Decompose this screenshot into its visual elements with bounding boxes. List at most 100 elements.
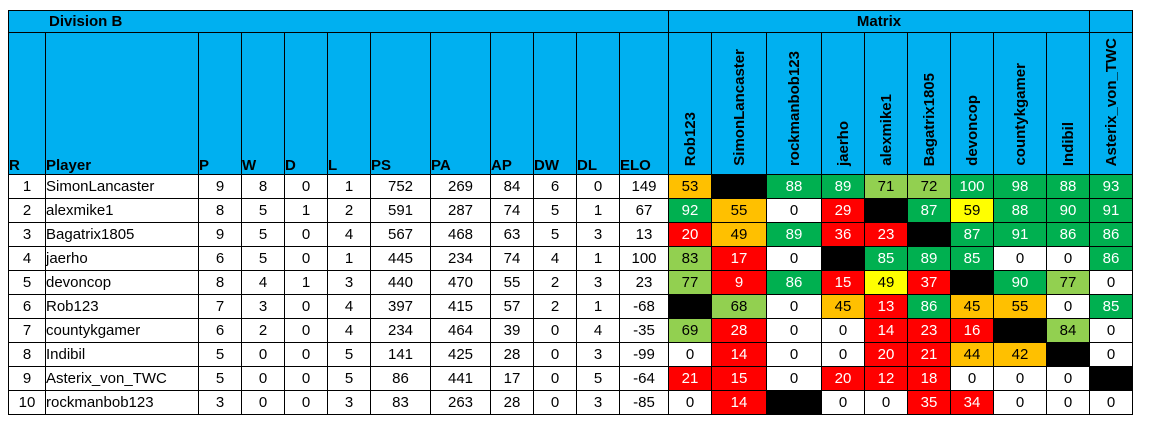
matrix-cell: 90 — [1046, 198, 1090, 223]
matrix-cell: 77 — [668, 270, 712, 295]
matrix-header: rockmanbob123 — [766, 32, 822, 175]
cell-w: 0 — [241, 342, 285, 367]
matrix-cell: 21 — [907, 342, 951, 367]
matrix-cell: 91 — [1089, 198, 1133, 223]
column-header-dl: DL — [576, 32, 620, 175]
cell-p: 5 — [198, 366, 242, 391]
column-header-ap: AP — [490, 32, 534, 175]
cell-l: 5 — [327, 366, 371, 391]
cell-ps: 234 — [370, 318, 431, 343]
cell-pa: 470 — [430, 270, 491, 295]
cell-r: 8 — [8, 342, 46, 367]
cell-player: rockmanbob123 — [45, 390, 199, 415]
matrix-cell: 0 — [1089, 318, 1133, 343]
cell-elo: 100 — [619, 246, 669, 271]
cell-r: 2 — [8, 198, 46, 223]
cell-elo: -99 — [619, 342, 669, 367]
cell-elo: 67 — [619, 198, 669, 223]
matrix-cell: 85 — [1089, 294, 1133, 319]
cell-d: 0 — [284, 342, 328, 367]
cell-p: 6 — [198, 246, 242, 271]
matrix-cell: 42 — [993, 342, 1047, 367]
cell-dl: 3 — [576, 222, 620, 247]
matrix-title-spacer — [1089, 10, 1133, 33]
matrix-cell: 91 — [993, 222, 1047, 247]
matrix-header-label: countykgamer — [1011, 63, 1029, 166]
matrix-cell: 15 — [821, 270, 865, 295]
matrix-header: Rob123 — [668, 32, 712, 175]
matrix-cell: 59 — [950, 198, 994, 223]
matrix-cell — [668, 294, 712, 319]
cell-player: Asterix_von_TWC — [45, 366, 199, 391]
cell-player: alexmike1 — [45, 198, 199, 223]
matrix-cell: 88 — [993, 198, 1047, 223]
cell-p: 9 — [198, 222, 242, 247]
cell-w: 0 — [241, 366, 285, 391]
cell-l: 2 — [327, 198, 371, 223]
matrix-cell: 9 — [711, 270, 767, 295]
cell-player: Rob123 — [45, 294, 199, 319]
table-row: 5 devoncop 8 4 1 3 440 470 55 2 3 23 77 9 86 15 49 37 90 77… — [8, 270, 1133, 295]
cell-r: 3 — [8, 222, 46, 247]
cell-dl: 1 — [576, 246, 620, 271]
matrix-cell — [711, 174, 767, 199]
cell-l: 3 — [327, 390, 371, 415]
column-header-player: Player — [45, 32, 199, 175]
matrix-cell: 93 — [1089, 174, 1133, 199]
matrix-cell: 23 — [864, 222, 908, 247]
matrix-cell: 20 — [864, 342, 908, 367]
cell-elo: 13 — [619, 222, 669, 247]
matrix-cell: 68 — [711, 294, 767, 319]
cell-ps: 141 — [370, 342, 431, 367]
cell-w: 5 — [241, 198, 285, 223]
matrix-cell: 72 — [907, 174, 951, 199]
matrix-header-label: devoncop — [963, 95, 981, 166]
table-row: 4 jaerho 6 5 0 1 445 234 74 4 1 100 83 17 0 85 89 85 0 0 86 — [8, 246, 1133, 271]
cell-ps: 397 — [370, 294, 431, 319]
matrix-cell — [950, 270, 994, 295]
matrix-cell — [821, 246, 865, 271]
cell-elo: -85 — [619, 390, 669, 415]
cell-elo: -68 — [619, 294, 669, 319]
matrix-cell: 0 — [766, 246, 822, 271]
cell-pa: 425 — [430, 342, 491, 367]
cell-dw: 6 — [533, 174, 577, 199]
matrix-cell — [1046, 342, 1090, 367]
cell-l: 4 — [327, 222, 371, 247]
cell-dl: 3 — [576, 390, 620, 415]
table-row: 9 Asterix_von_TWC 5 0 0 5 86 441 17 0 5 -64 21 15 0 20 1… — [8, 366, 1133, 391]
matrix-cell: 84 — [1046, 318, 1090, 343]
matrix-cell: 14 — [864, 318, 908, 343]
matrix-cell: 0 — [821, 342, 865, 367]
cell-ap: 57 — [490, 294, 534, 319]
table-row: 6 Rob123 7 3 0 4 397 415 57 2 1 -68 68 0 45 13 86 45 55 0 85 — [8, 294, 1133, 319]
cell-ap: 63 — [490, 222, 534, 247]
cell-p: 8 — [198, 198, 242, 223]
matrix-cell: 71 — [864, 174, 908, 199]
matrix-cell: 86 — [766, 270, 822, 295]
cell-d: 0 — [284, 318, 328, 343]
cell-ps: 86 — [370, 366, 431, 391]
matrix-header: alexmike1 — [864, 32, 908, 175]
cell-ap: 17 — [490, 366, 534, 391]
matrix-cell: 29 — [821, 198, 865, 223]
cell-p: 8 — [198, 270, 242, 295]
cell-p: 3 — [198, 390, 242, 415]
cell-dl: 1 — [576, 294, 620, 319]
cell-pa: 464 — [430, 318, 491, 343]
cell-w: 3 — [241, 294, 285, 319]
cell-p: 5 — [198, 342, 242, 367]
column-header-p: P — [198, 32, 242, 175]
matrix-header: Asterix_von_TWC — [1089, 32, 1133, 175]
cell-player: Indibil — [45, 342, 199, 367]
matrix-cell: 0 — [864, 390, 908, 415]
matrix-cell: 87 — [950, 222, 994, 247]
matrix-header: SimonLancaster — [711, 32, 767, 175]
cell-l: 4 — [327, 294, 371, 319]
matrix-cell: 77 — [1046, 270, 1090, 295]
cell-dl: 5 — [576, 366, 620, 391]
matrix-cell — [907, 222, 951, 247]
matrix-header-label: Bagatrix1805 — [920, 72, 938, 166]
cell-pa: 287 — [430, 198, 491, 223]
cell-pa: 415 — [430, 294, 491, 319]
